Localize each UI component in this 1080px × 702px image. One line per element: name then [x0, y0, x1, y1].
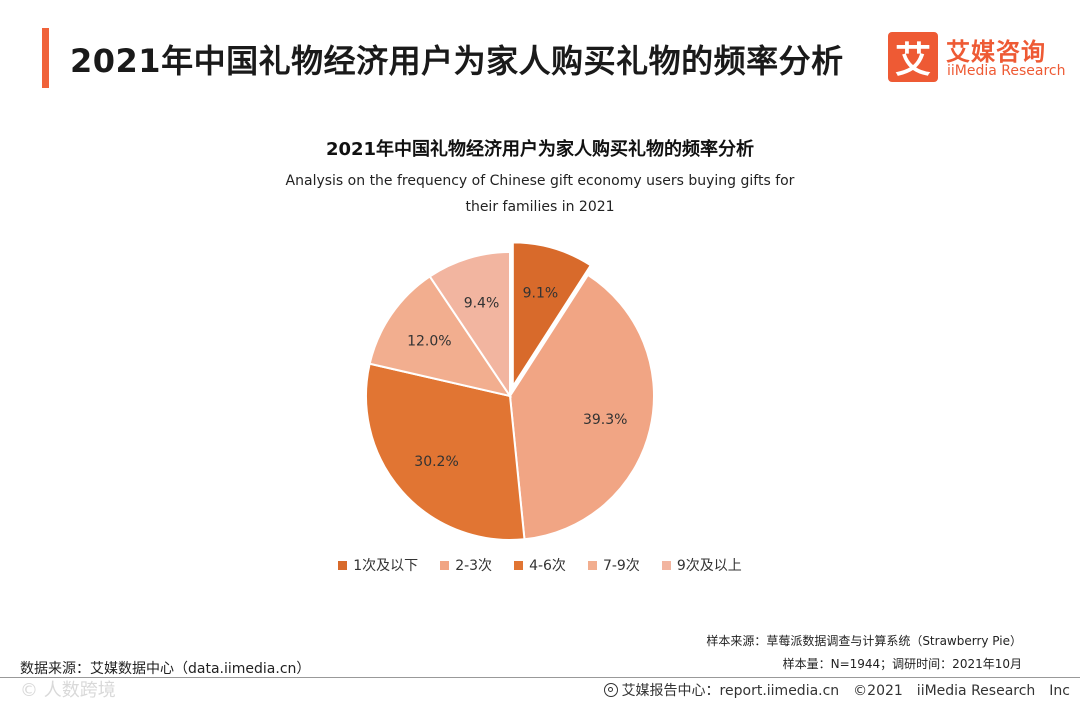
slice-label-3: 30.2%	[414, 454, 458, 470]
logo-name-en: iiMedia Research	[947, 63, 1066, 79]
legend-item-1: 1次及以下	[338, 555, 418, 575]
slice-label-1: 9.1%	[523, 285, 559, 301]
pie-slice-2	[508, 273, 655, 541]
brand-logo: 艾 艾媒咨询 iiMedia Research	[888, 32, 1068, 84]
legend-label: 9次及以上	[676, 558, 742, 574]
report-center-icon	[603, 683, 618, 697]
slice-label-4: 12.0%	[407, 333, 451, 349]
legend-label: 2-3次	[455, 558, 493, 574]
pie-slice-5	[428, 250, 511, 400]
footer-divider	[0, 677, 1080, 678]
footer: 艾媒报告中心：report.iimedia.cn ©2021 iiMedia R…	[603, 680, 1070, 700]
legend-swatch	[514, 560, 524, 570]
legend-swatch	[338, 560, 348, 570]
legend-label: 1次及以下	[353, 558, 419, 574]
legend-swatch	[587, 560, 597, 570]
legend-item-5: 9次及以上	[661, 555, 742, 575]
legend-label: 7-9次	[602, 558, 640, 574]
chart-title: 2021年中国礼物经济用户为家人购买礼物的频率分析	[325, 139, 755, 160]
logo-mark-icon: 艾	[888, 32, 938, 82]
page-title: 2021年中国礼物经济用户为家人购买礼物的频率分析	[70, 42, 844, 80]
pie-slice-4	[368, 275, 513, 398]
slice-label-2: 39.3%	[583, 412, 627, 428]
legend-item-2: 2-3次	[440, 555, 492, 575]
legend-item-4: 7-9次	[587, 555, 640, 575]
slice-label-5: 9.4%	[464, 295, 500, 311]
legend-swatch	[440, 560, 450, 570]
logo-name-cn: 艾媒咨询	[946, 38, 1046, 66]
pie-slice-3	[365, 362, 526, 541]
chart-subtitle: Analysis on the frequency of Chinese gif…	[285, 173, 795, 215]
title-accent-bar	[42, 28, 49, 88]
legend-label: 4-6次	[529, 558, 566, 574]
sample-size-note: 样本量：N=1944；调研时间：2021年10月	[782, 657, 1022, 671]
sample-source-note: 样本来源：草莓派数据调查与计算系统（Strawberry Pie）	[706, 634, 1022, 648]
chart-legend: 1次及以下 2-3次 4-6次 7-9次 9次及以上	[0, 555, 1080, 575]
footer-text: 艾媒报告中心：report.iimedia.cn ©2021 iiMedia R…	[621, 683, 1070, 699]
pie-slice-1	[511, 241, 593, 390]
data-source-note: 数据来源：艾媒数据中心（data.iimedia.cn）	[20, 661, 311, 677]
legend-swatch	[661, 560, 671, 570]
legend-item-3: 4-6次	[514, 555, 566, 575]
watermark: © 人数跨境	[20, 680, 116, 701]
